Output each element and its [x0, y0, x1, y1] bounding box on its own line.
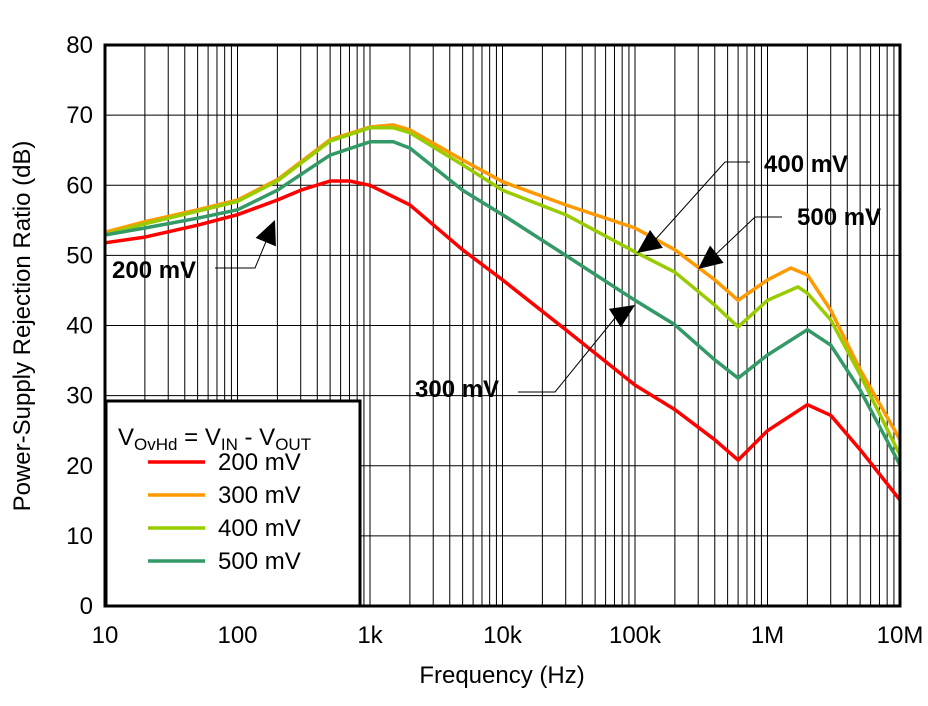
annotation-leader: [518, 317, 616, 393]
annotation-label: 400 mV: [764, 151, 848, 178]
annotation-leader: [215, 231, 271, 269]
series-line-200-mV: [104, 179, 902, 502]
annotation-label: 300 mV: [415, 376, 499, 403]
y-tick-label: 20: [66, 453, 93, 480]
legend-title: VOvHd = VIN - VOUT: [118, 424, 311, 454]
y-tick-label: 40: [66, 313, 93, 340]
legend-entry: 500 mV: [218, 548, 301, 575]
annotation-arrow-icon: [637, 230, 663, 253]
plot-frame: [103, 43, 902, 608]
y-tick-label: 60: [66, 172, 93, 199]
annotation-arrow-icon: [698, 245, 724, 269]
x-tick-label: 10M: [877, 622, 924, 649]
y-tick-label: 0: [80, 593, 93, 620]
x-tick-label: 100k: [609, 622, 662, 649]
legend-entry: 400 mV: [218, 515, 301, 542]
annotation-arrow-icon: [608, 305, 635, 328]
y-tick-label: 30: [66, 383, 93, 410]
y-tick-label: 10: [66, 523, 93, 550]
y-tick-label: 70: [66, 102, 93, 129]
annotation-leader: [654, 161, 750, 241]
legend-entry: 300 mV: [218, 482, 301, 509]
x-tick-label: 1k: [357, 622, 383, 649]
series-line-500-mV: [104, 140, 902, 466]
x-tick-label: 10k: [483, 622, 523, 649]
annotation-arrow-icon: [255, 220, 276, 247]
series-lines: [104, 123, 902, 502]
legend-entry: 200 mV: [218, 449, 301, 476]
annotation-label: 200 mV: [112, 257, 196, 284]
x-tick-label: 10: [92, 622, 119, 649]
x-tick-label: 100: [217, 622, 257, 649]
x-axis-label: Frequency (Hz): [419, 662, 584, 689]
y-tick-label: 50: [66, 242, 93, 269]
y-tick-label: 80: [66, 32, 93, 59]
x-tick-label: 1M: [751, 622, 784, 649]
series-line-400-mV: [104, 125, 902, 456]
legend: VOvHd = VIN - VOUT 200 mV 300 mV 400 mV 500…: [104, 399, 362, 608]
legend-box: [104, 399, 362, 608]
y-axis-label: Power-Supply Rejection Ratio (dB): [9, 141, 36, 512]
annotations: 200 mV 300 mV 400 mV 500 mV: [112, 151, 881, 403]
annotation-label: 500 mV: [797, 204, 881, 231]
annotation-leader: [711, 216, 782, 259]
